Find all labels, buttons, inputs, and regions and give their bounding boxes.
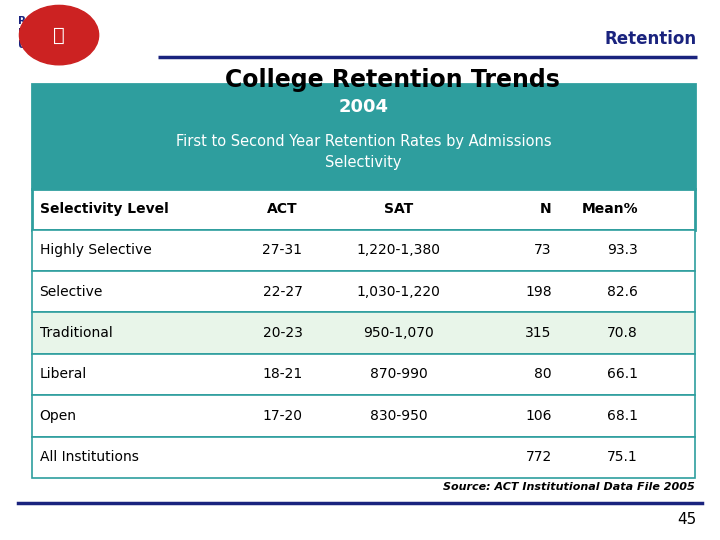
Text: 106: 106 — [526, 409, 552, 423]
Text: 18-21: 18-21 — [262, 367, 302, 381]
Text: N: N — [540, 202, 552, 216]
Text: 772: 772 — [526, 450, 552, 464]
Text: 1,030-1,220: 1,030-1,220 — [356, 285, 441, 299]
Text: 198: 198 — [525, 285, 552, 299]
Text: 22-27: 22-27 — [263, 285, 302, 299]
Text: Source: ACT Institutional Data File 2005: Source: ACT Institutional Data File 2005 — [443, 482, 695, 492]
Text: Open: Open — [40, 409, 76, 423]
Text: 70.8: 70.8 — [607, 326, 638, 340]
Text: 1,220-1,380: 1,220-1,380 — [356, 243, 441, 257]
Text: 73: 73 — [534, 243, 552, 257]
Text: All Institutions: All Institutions — [40, 450, 138, 464]
Text: 830-950: 830-950 — [369, 409, 427, 423]
Text: Highly Selective: Highly Selective — [40, 243, 151, 257]
Text: ACT: ACT — [267, 202, 298, 216]
Text: 66.1: 66.1 — [607, 367, 638, 381]
Text: 80: 80 — [534, 367, 552, 381]
Text: 68.1: 68.1 — [607, 409, 638, 423]
Text: First to Second Year Retention Rates by Admissions
Selectivity: First to Second Year Retention Rates by … — [176, 134, 552, 170]
Text: Mean%: Mean% — [581, 202, 638, 216]
Text: Selective: Selective — [40, 285, 103, 299]
Text: 315: 315 — [526, 326, 552, 340]
Text: College Retention Trends: College Retention Trends — [225, 68, 560, 91]
Text: ROBERT
MORRIS
UNIVERSITY: ROBERT MORRIS UNIVERSITY — [18, 16, 89, 50]
Text: Traditional: Traditional — [40, 326, 112, 340]
Text: 870-990: 870-990 — [369, 367, 427, 381]
Text: Liberal: Liberal — [40, 367, 87, 381]
Text: SAT: SAT — [384, 202, 413, 216]
Text: 75.1: 75.1 — [607, 450, 638, 464]
Text: 950-1,070: 950-1,070 — [363, 326, 433, 340]
Text: 45: 45 — [678, 511, 697, 526]
Text: 82.6: 82.6 — [607, 285, 638, 299]
Text: 27-31: 27-31 — [263, 243, 302, 257]
Text: 20-23: 20-23 — [263, 326, 302, 340]
Text: 93.3: 93.3 — [607, 243, 638, 257]
Text: 2004: 2004 — [338, 98, 389, 116]
Text: 🏛: 🏛 — [53, 25, 65, 45]
Text: Selectivity Level: Selectivity Level — [40, 202, 168, 216]
Text: Retention: Retention — [605, 30, 697, 48]
Text: 17-20: 17-20 — [263, 409, 302, 423]
